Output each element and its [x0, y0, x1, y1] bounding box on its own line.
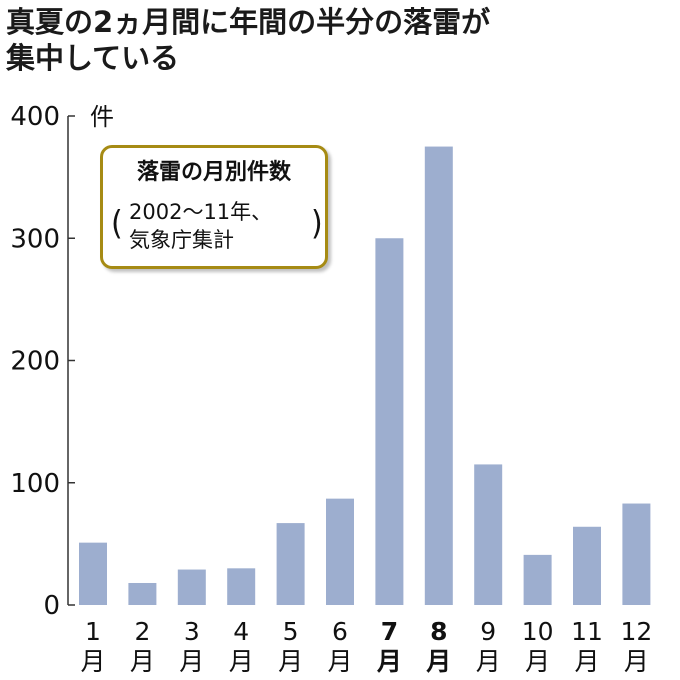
- x-tick-label-unit: 月: [624, 647, 649, 676]
- x-tick-label-number: 9: [480, 617, 496, 646]
- bar-month-5: [276, 523, 305, 605]
- y-tick-label: 100: [10, 469, 60, 499]
- x-tick-label-unit: 月: [425, 647, 451, 676]
- legend-source-line2: 気象庁集計: [129, 228, 234, 252]
- x-tick-label-number: 12: [620, 617, 652, 646]
- legend-paren-open: (: [111, 204, 123, 243]
- legend-source: 2002〜11年、 気象庁集計: [115, 198, 315, 254]
- x-tick-label-unit: 月: [130, 647, 155, 676]
- bar-month-3: [177, 569, 206, 605]
- y-tick-label: 0: [43, 591, 60, 621]
- x-tick-label-number: 3: [184, 617, 200, 646]
- bar-month-10: [523, 554, 552, 605]
- legend-paren-close: ): [311, 204, 323, 243]
- x-tick-label-unit: 月: [278, 647, 303, 676]
- x-tick-label-number: 10: [522, 617, 554, 646]
- chart-title-line2: 集中している: [6, 41, 180, 75]
- bar-month-1: [79, 542, 107, 605]
- bar-month-11: [573, 526, 601, 605]
- x-tick-label-unit: 月: [574, 647, 599, 676]
- x-tick-label-number: 2: [134, 617, 150, 646]
- y-axis-unit-label: 件: [90, 103, 114, 131]
- x-tick-label-number: 5: [283, 617, 299, 646]
- x-tick-label-number: 1: [85, 617, 101, 646]
- bar-month-4: [227, 568, 256, 605]
- y-axis: 0 100 200 300 400 件: [10, 102, 114, 621]
- chart-title: 真夏の2ヵ月間に年間の半分の落雷が 集中している: [6, 4, 674, 76]
- bars: [79, 146, 651, 605]
- bar-month-8: [424, 146, 453, 605]
- x-tick-label-number: 4: [233, 617, 249, 646]
- x-tick-label-number: 6: [332, 617, 348, 646]
- chart-title-line1: 真夏の2ヵ月間に年間の半分の落雷が: [6, 5, 491, 39]
- legend-source-line1: 2002〜11年、: [129, 200, 273, 224]
- legend-title: 落雷の月別件数: [136, 160, 291, 185]
- x-tick-label-number: 11: [571, 617, 603, 646]
- bar-month-12: [622, 503, 651, 605]
- y-tick-label: 200: [10, 347, 60, 377]
- bar-month-7: [375, 238, 404, 605]
- x-tick-label-number: 7: [381, 617, 398, 646]
- y-tick-label: 400: [10, 102, 60, 132]
- bar-month-6: [326, 498, 354, 605]
- x-tick-label-unit: 月: [376, 647, 402, 676]
- bar-month-2: [128, 582, 157, 605]
- bar-month-9: [474, 464, 503, 605]
- y-tick-label: 300: [10, 224, 60, 254]
- x-tick-label-number: 8: [430, 617, 447, 646]
- x-tick-label-unit: 月: [476, 647, 501, 676]
- x-tick-label-unit: 月: [525, 647, 550, 676]
- legend-box: 落雷の月別件数 ( 2002〜11年、 気象庁集計 ): [100, 145, 328, 269]
- x-tick-label-unit: 月: [80, 647, 105, 676]
- x-tick-label-unit: 月: [327, 647, 352, 676]
- x-tick-label-unit: 月: [179, 647, 204, 676]
- x-tick-label-unit: 月: [229, 647, 254, 676]
